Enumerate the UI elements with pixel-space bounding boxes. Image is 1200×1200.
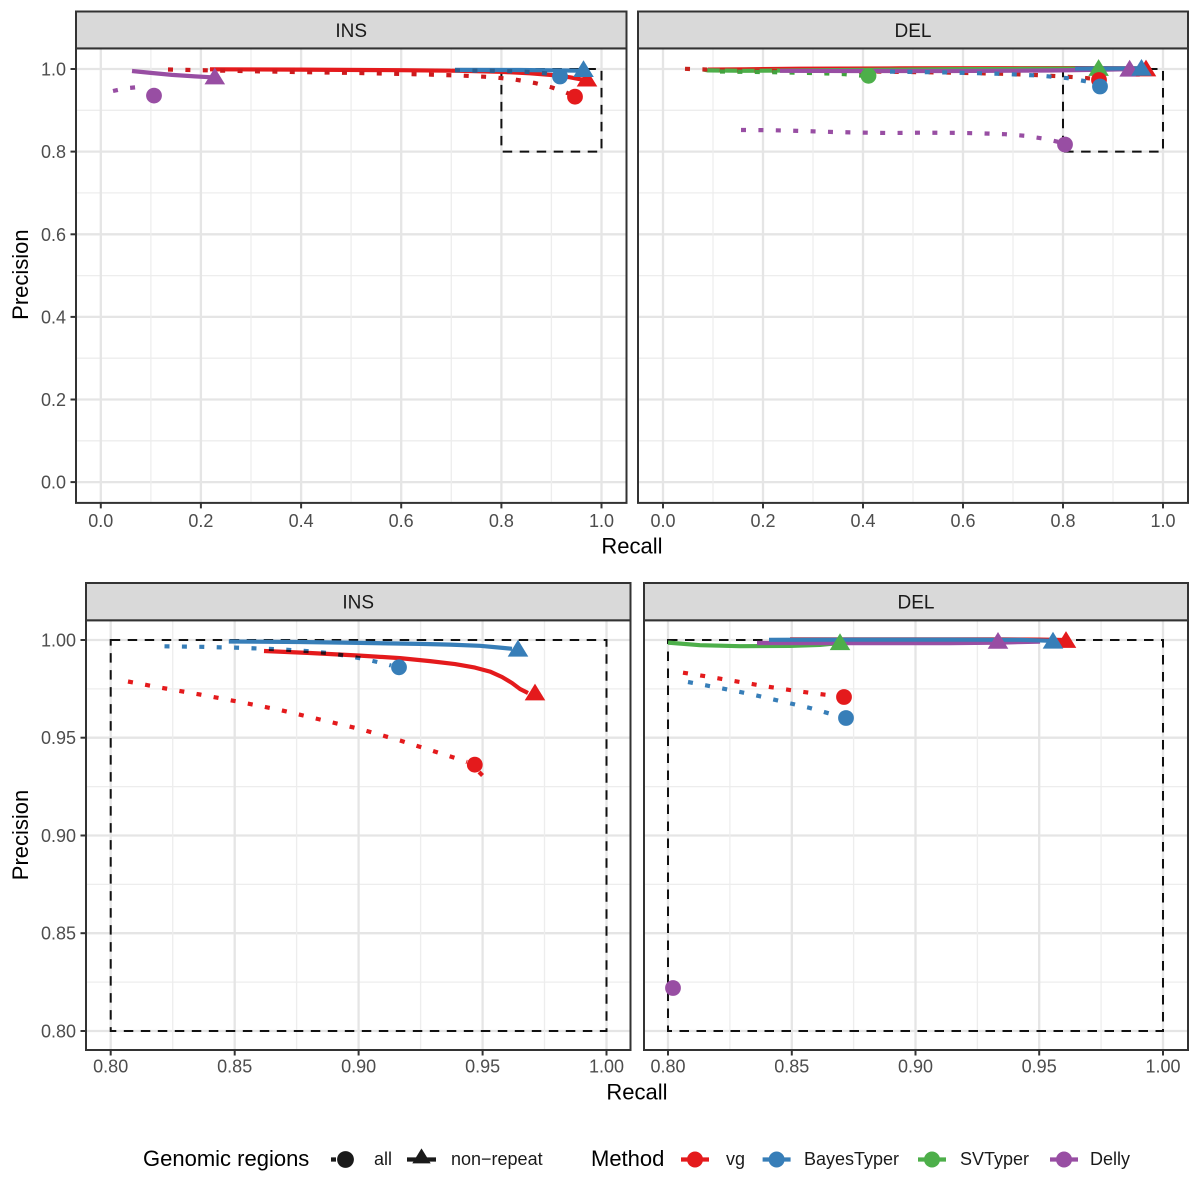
svg-text:0.2: 0.2 <box>750 511 775 531</box>
svg-text:SVTyper: SVTyper <box>960 1149 1029 1169</box>
svg-text:0.90: 0.90 <box>341 1057 376 1077</box>
svg-text:0.0: 0.0 <box>41 473 66 493</box>
svg-text:BayesTyper: BayesTyper <box>804 1149 899 1169</box>
svg-text:vg: vg <box>726 1149 745 1169</box>
svg-text:0.85: 0.85 <box>774 1057 809 1077</box>
svg-text:Method: Method <box>591 1146 664 1171</box>
svg-text:0.4: 0.4 <box>850 511 875 531</box>
svg-text:0.4: 0.4 <box>289 511 314 531</box>
svg-text:Delly: Delly <box>1090 1149 1130 1169</box>
svg-text:DEL: DEL <box>895 21 932 42</box>
svg-text:0.8: 0.8 <box>489 511 514 531</box>
svg-text:0.85: 0.85 <box>217 1057 252 1077</box>
svg-text:0.4: 0.4 <box>41 307 66 327</box>
svg-text:0.90: 0.90 <box>41 826 76 846</box>
svg-text:0.2: 0.2 <box>188 511 213 531</box>
svg-text:0.2: 0.2 <box>41 390 66 410</box>
svg-text:Recall: Recall <box>601 534 662 559</box>
svg-text:0.80: 0.80 <box>93 1057 128 1077</box>
svg-text:1.0: 1.0 <box>589 511 614 531</box>
svg-text:INS: INS <box>335 21 367 42</box>
svg-text:DEL: DEL <box>898 593 935 614</box>
svg-text:0.8: 0.8 <box>1050 511 1075 531</box>
svg-text:INS: INS <box>342 593 374 614</box>
svg-text:0.85: 0.85 <box>41 924 76 944</box>
svg-text:0.90: 0.90 <box>898 1057 933 1077</box>
svg-text:all: all <box>374 1149 392 1169</box>
svg-text:0.0: 0.0 <box>650 511 675 531</box>
svg-text:Recall: Recall <box>606 1080 667 1105</box>
svg-text:non−repeat: non−repeat <box>451 1149 543 1169</box>
svg-text:0.6: 0.6 <box>389 511 414 531</box>
svg-text:0.80: 0.80 <box>650 1057 685 1077</box>
svg-text:0.80: 0.80 <box>41 1022 76 1042</box>
svg-text:Genomic regions: Genomic regions <box>143 1146 309 1171</box>
svg-text:0.95: 0.95 <box>1022 1057 1057 1077</box>
svg-text:1.00: 1.00 <box>41 631 76 651</box>
svg-text:1.0: 1.0 <box>41 60 66 80</box>
svg-text:Precision: Precision <box>8 790 33 880</box>
svg-text:1.00: 1.00 <box>1145 1057 1180 1077</box>
svg-text:0.95: 0.95 <box>465 1057 500 1077</box>
svg-text:0.95: 0.95 <box>41 728 76 748</box>
svg-text:1.0: 1.0 <box>1150 511 1175 531</box>
svg-text:Precision: Precision <box>8 229 33 319</box>
svg-text:0.6: 0.6 <box>41 225 66 245</box>
svg-text:0.6: 0.6 <box>950 511 975 531</box>
svg-text:0.8: 0.8 <box>41 142 66 162</box>
svg-text:1.00: 1.00 <box>589 1057 624 1077</box>
svg-text:0.0: 0.0 <box>88 511 113 531</box>
